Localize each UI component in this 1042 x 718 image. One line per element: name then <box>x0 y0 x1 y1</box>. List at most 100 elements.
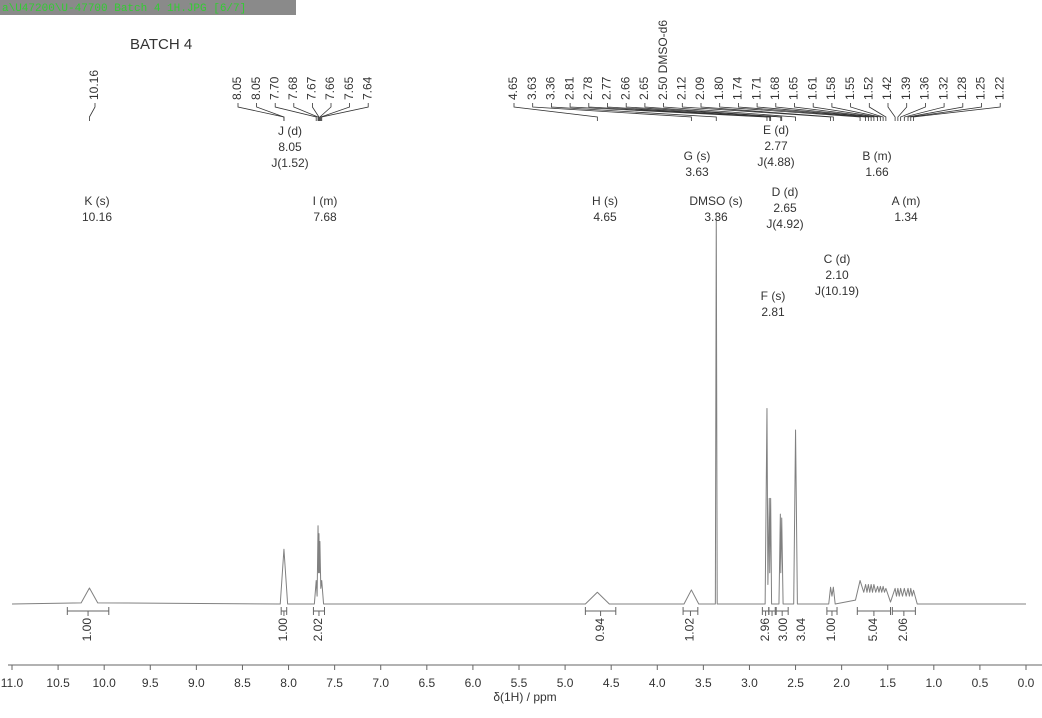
x-tick-label: 2.5 <box>787 676 804 690</box>
peak-connector <box>625 103 782 121</box>
peak-connector <box>719 103 861 121</box>
integral-value: 3.00 <box>776 618 790 642</box>
peak-connector <box>913 103 1001 121</box>
integral-value: 0.94 <box>593 618 607 642</box>
peak-label: 7.67 <box>305 76 319 100</box>
peak-label: 10.16 <box>87 70 101 100</box>
x-tick-label: 0.0 <box>1018 676 1035 690</box>
integral-value: 1.00 <box>276 618 290 642</box>
peak-connector <box>551 103 717 121</box>
peak-label: 2.81 <box>562 76 576 100</box>
multiplet-shift: 2.10 <box>825 268 849 282</box>
peak-connector <box>237 103 285 121</box>
x-tick-label: 0.5 <box>972 676 989 690</box>
peak-connector <box>321 103 369 121</box>
peak-label: 2.66 <box>618 76 632 100</box>
peak-label: 1.39 <box>899 76 913 100</box>
peak-label: 1.42 <box>880 76 894 100</box>
integral-bracket <box>775 607 789 616</box>
peak-connector <box>293 103 319 121</box>
x-tick-label: 8.0 <box>280 676 297 690</box>
peak-label: 1.58 <box>824 76 838 100</box>
peak-connector <box>312 103 320 121</box>
multiplet-shift: 1.34 <box>894 210 918 224</box>
peak-label: 2.50 DMSO-d6 <box>656 20 670 100</box>
x-tick-label: 3.5 <box>695 676 712 690</box>
header: a\U47200\U-47700 Batch 4 1H.JPG [6/7] <box>2 3 246 15</box>
peak-label: 1.22 <box>992 76 1006 100</box>
peak-label: 8.05 <box>230 76 244 100</box>
peak-connector <box>738 103 867 121</box>
integral-bracket <box>891 607 916 616</box>
multiplet-coupling: J(10.19) <box>815 284 859 298</box>
x-tick-label: 8.5 <box>234 676 251 690</box>
multiplet-name: I (m) <box>313 194 338 208</box>
peak-label: 1.65 <box>787 76 801 100</box>
header-bg <box>0 0 296 15</box>
peak-connector <box>812 103 878 121</box>
integral-value: 2.96 <box>758 618 772 642</box>
peak-label: 8.05 <box>249 76 263 100</box>
peak-label: 1.71 <box>749 76 763 100</box>
peak-label: 3.36 <box>544 76 558 100</box>
peak-connector <box>907 103 964 121</box>
peak-label: 1.25 <box>974 76 988 100</box>
x-axis-label: δ(1H) / ppm <box>493 690 556 704</box>
multiplet-coupling: J(4.88) <box>757 155 794 169</box>
x-tick-label: 3.0 <box>741 676 758 690</box>
multiplet-name: D (d) <box>772 185 799 199</box>
peak-label: 1.74 <box>731 76 745 100</box>
multiplet-name: DMSO (s) <box>689 194 742 208</box>
peak-label: 1.61 <box>805 76 819 100</box>
peak-connector <box>794 103 875 121</box>
peak-connector <box>513 103 598 121</box>
multiplet-shift: 2.77 <box>764 139 788 153</box>
integral-value: 1.02 <box>683 618 697 642</box>
peak-connector <box>756 103 869 121</box>
multiplet-name: E (d) <box>763 123 789 137</box>
integral-value: 1.00 <box>824 618 838 642</box>
peak-label: 7.68 <box>286 76 300 100</box>
multiplet-shift: 4.65 <box>593 210 617 224</box>
x-tick-label: 6.0 <box>465 676 482 690</box>
peak-connector <box>887 103 896 121</box>
peak-connector <box>681 103 831 121</box>
x-tick-label: 6.5 <box>418 676 435 690</box>
peak-label: 2.12 <box>674 76 688 100</box>
x-tick-label: 5.0 <box>557 676 574 690</box>
multiplet-coupling: J(1.52) <box>271 156 308 170</box>
peak-connector <box>700 103 834 121</box>
x-tick-label: 2.0 <box>833 676 850 690</box>
peak-label: 1.52 <box>861 76 875 100</box>
peak-label: 2.65 <box>637 76 651 100</box>
integral-bracket <box>761 607 770 616</box>
peak-connector <box>319 103 332 121</box>
integral-value: 3.04 <box>794 618 808 642</box>
peak-connector <box>532 103 692 121</box>
integral-bracket <box>856 607 891 616</box>
x-tick-label: 10.0 <box>93 676 117 690</box>
integral-bracket <box>280 607 288 616</box>
peak-connector <box>256 103 285 121</box>
spectrum <box>11 212 1026 605</box>
peak-connector <box>274 103 317 121</box>
multiplet-shift: 3.63 <box>685 165 709 179</box>
multiplet-name: B (m) <box>862 149 891 163</box>
peak-connector <box>644 103 783 121</box>
x-tick-label: 11.0 <box>1 676 24 690</box>
integral-bracket <box>312 607 325 616</box>
peak-connector <box>588 103 771 121</box>
peak-connector <box>89 103 96 121</box>
multiplet-name: K (s) <box>84 194 109 208</box>
multiplet-shift: 2.81 <box>761 305 785 319</box>
peak-connector <box>897 103 908 121</box>
x-tick-label: 7.0 <box>372 676 389 690</box>
peak-connector <box>775 103 872 121</box>
x-tick-label: 4.5 <box>603 676 620 690</box>
peak-label: 7.65 <box>342 76 356 100</box>
peak-label: 7.70 <box>267 76 281 100</box>
multiplet-name: H (s) <box>592 194 618 208</box>
peak-connector <box>850 103 884 121</box>
integral-value: 2.02 <box>311 618 325 642</box>
